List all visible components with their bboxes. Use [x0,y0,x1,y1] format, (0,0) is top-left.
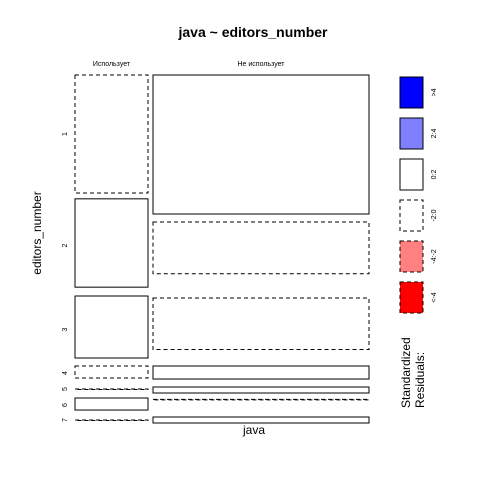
column-labels: Использует Не использует [93,61,285,68]
legend-swatch [399,158,424,191]
row-label: 5 [62,387,69,391]
chart-title: java ~ editors_number [177,24,328,40]
mosaic-tile [74,397,149,411]
x-axis-label: java [242,423,265,437]
legend-label: 2:4 [431,129,438,139]
legend-label: <-4 [431,292,438,302]
column-label: Не использует [238,61,286,68]
legend-label: -4:-2 [431,249,438,264]
row-labels: 1 2 3 4 5 6 7 [62,132,69,422]
mosaic-tile [152,297,370,351]
column-label: Использует [93,61,131,68]
mosaic-tile [74,74,149,194]
mosaic-tiles [74,74,370,424]
y-axis-label: editors_number [30,191,44,274]
legend: >4 2:4 0:2 -2:0 -4:-2 <-4 [399,76,438,314]
legend-title-line-1: Standardized [399,337,413,408]
legend-title-line-2: Residuals: [413,352,427,408]
row-label: 4 [62,371,69,375]
legend-swatch [399,76,424,109]
mosaic-tile [152,365,370,380]
mosaic-tile [74,419,149,421]
legend-swatch [399,117,424,150]
row-label: 2 [62,243,69,247]
mosaic-tile [152,221,370,275]
legend-swatch [399,281,424,314]
legend-label: >4 [431,88,438,96]
row-label: 7 [62,418,69,422]
mosaic-tile [74,295,149,359]
row-label: 6 [62,403,69,407]
mosaic-tile [152,416,370,424]
row-label: 1 [62,132,69,136]
row-label: 3 [62,327,69,331]
legend-label: 0:2 [431,170,438,180]
mosaic-tile [74,365,149,379]
mosaic-tile [74,388,149,390]
mosaic-tile [152,74,370,215]
mosaic-tile [152,398,370,401]
legend-swatch [399,199,424,232]
legend-label: -2:0 [431,209,438,221]
mosaic-tile [152,386,370,394]
mosaic-tile [74,198,149,288]
legend-swatch [399,240,424,273]
